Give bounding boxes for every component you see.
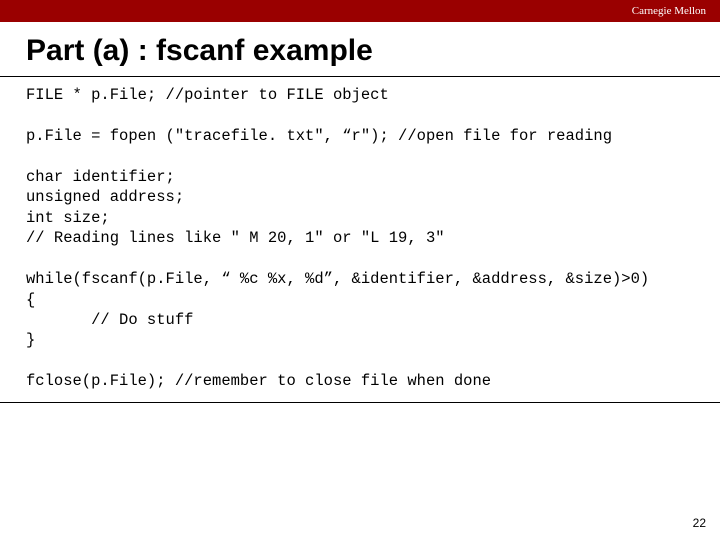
code-line: while(fscanf(p.File, “ %c %x, %d”, &iden… bbox=[26, 270, 649, 288]
code-line: FILE * p.File; //pointer to FILE object bbox=[26, 86, 389, 104]
institution-label: Carnegie Mellon bbox=[632, 5, 706, 17]
bottom-divider bbox=[0, 402, 720, 403]
code-line: int size; bbox=[26, 209, 110, 227]
code-block: FILE * p.File; //pointer to FILE object … bbox=[0, 77, 720, 392]
code-line: { bbox=[26, 291, 35, 309]
code-line: p.File = fopen ("tracefile. txt", “r"); … bbox=[26, 127, 612, 145]
code-line: unsigned address; bbox=[26, 188, 184, 206]
header-bar: Carnegie Mellon bbox=[0, 0, 720, 22]
code-line: } bbox=[26, 331, 35, 349]
code-line: char identifier; bbox=[26, 168, 175, 186]
code-line: // Reading lines like " M 20, 1" or "L 1… bbox=[26, 229, 445, 247]
code-line: fclose(p.File); //remember to close file… bbox=[26, 372, 491, 390]
page-number: 22 bbox=[693, 516, 706, 530]
slide-title: Part (a) : fscanf example bbox=[0, 22, 720, 76]
code-line: // Do stuff bbox=[26, 311, 193, 329]
